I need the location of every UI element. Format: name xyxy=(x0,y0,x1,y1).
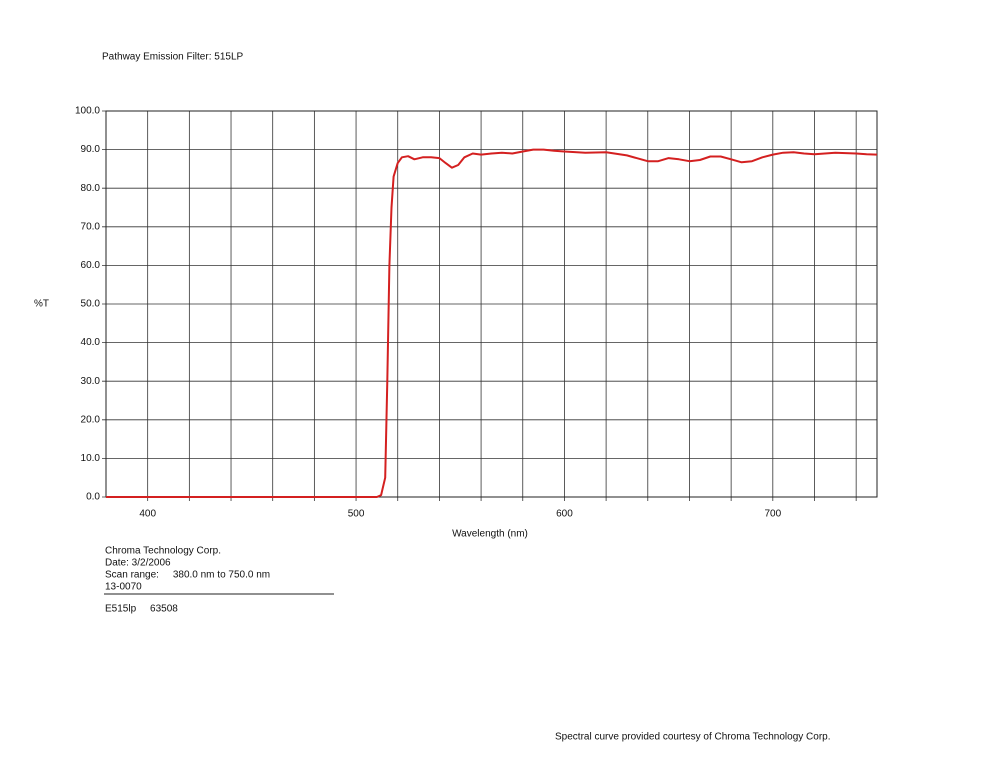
chart-title: Pathway Emission Filter: 515LP xyxy=(102,52,244,63)
note: Date: 3/2/2006 xyxy=(105,558,171,569)
y-tick-label: 30.0 xyxy=(81,376,101,387)
footer: Spectral curve provided courtesy of Chro… xyxy=(555,732,831,743)
x-tick-label: 700 xyxy=(764,509,781,520)
y-tick-label: 50.0 xyxy=(81,299,101,310)
x-axis-label: Wavelength (nm) xyxy=(452,529,528,540)
y-tick-label: 90.0 xyxy=(81,144,101,155)
y-tick-label: 60.0 xyxy=(81,260,101,271)
note: 13-0070 xyxy=(105,582,142,593)
x-tick-label: 600 xyxy=(556,509,573,520)
note: E515lp 63508 xyxy=(105,604,178,615)
data-line xyxy=(106,148,878,498)
y-tick-label: 0.0 xyxy=(86,492,100,503)
y-tick-label: 70.0 xyxy=(81,221,101,232)
plot-frame xyxy=(105,110,878,498)
y-tick-label: 10.0 xyxy=(81,453,101,464)
note: Scan range: 380.0 nm to 750.0 nm xyxy=(105,570,270,581)
note: Chroma Technology Corp. xyxy=(105,546,221,557)
y-tick-label: 40.0 xyxy=(81,337,101,348)
y-tick-label: 20.0 xyxy=(81,414,101,425)
x-tick-label: 400 xyxy=(139,509,156,520)
y-tick-label: 80.0 xyxy=(81,183,101,194)
y-tick-label: 100.0 xyxy=(75,106,100,117)
x-tick-label: 500 xyxy=(348,509,365,520)
y-axis-label: %T xyxy=(34,299,49,310)
